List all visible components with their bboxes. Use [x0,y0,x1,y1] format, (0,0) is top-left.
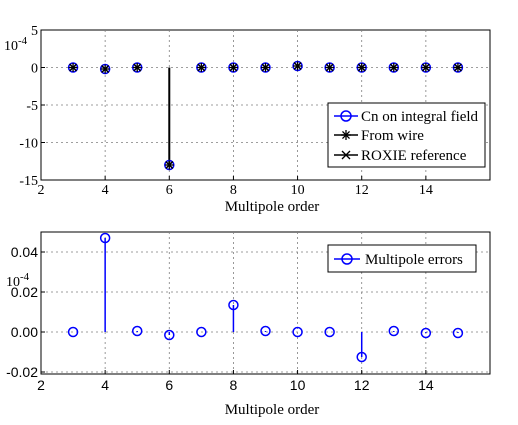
data-point-x [197,63,206,72]
data-point-x [101,65,110,73]
data-point-circle [420,327,432,339]
x-tick-label: 4 [101,377,109,393]
data-point-circle [388,325,400,337]
data-point-circle [131,325,143,337]
chart-bottom-legend: Multipole errors [327,244,477,273]
chart-top-ticks: 2 4 6 8 10 12 14 5 0 -5 -10 -15 [19,24,433,198]
star-marker-shape [341,130,351,140]
data-point-circle [292,326,303,338]
star-marker-icon [341,130,351,140]
chart-bottom-markers [67,232,464,363]
data-point-x [293,62,302,70]
x-marker-icon [341,150,351,160]
x-tick-label: 10 [291,183,305,198]
chart-top-legend: Cn on integral field From wire ROXIE ref… [327,102,486,168]
x-tick-label: 8 [230,183,237,198]
legend-label-from-wire: From wire [361,128,424,144]
data-point-x [421,63,430,72]
y-tick-label: -5 [26,99,38,114]
legend-label-roxie-reference: ROXIE reference [361,148,467,164]
chart-top-x-axis-label: Multipole order [225,199,320,215]
legend-entry-cn-integral-field: Cn on integral field [334,109,479,125]
x-tick-label: 8 [230,377,238,393]
x-tick-label: 14 [419,183,433,198]
data-point-x [357,63,366,72]
data-point-x [261,63,270,72]
legend-entry-multipole-errors: Multipole errors [334,252,463,268]
y-tick-label: 5 [31,24,38,39]
data-point-x [389,63,398,72]
data-point-circle [99,232,111,244]
data-point-circle [164,329,175,341]
x-tick-label: 10 [290,377,306,393]
circle-marker-icon [341,253,353,265]
data-point-circle [324,326,335,338]
y-tick-label: 0.04 [11,244,38,260]
data-point-circle [260,325,271,337]
x-tick-label: 12 [355,183,369,198]
y-tick-label: 0 [31,62,38,77]
data-point-circle [228,299,239,311]
x-tick-label: 2 [38,183,45,198]
data-point-x [453,63,462,72]
data-point-circle [196,326,207,338]
x-tick-label: 14 [418,377,434,393]
chart-bottom: 2 4 6 8 10 12 140.040.020.00-0.02 10-4 Multipo… [6,231,491,418]
y-tick-label: 0.00 [11,324,38,340]
x-tick-label: 6 [166,183,173,198]
legend-entry-roxie-reference: ROXIE reference [334,148,467,164]
data-point-x [165,161,174,169]
y-tick-label: -10 [19,137,38,152]
y-tick-label: -15 [19,174,38,189]
data-point-circle [452,327,464,339]
data-point-circle [67,326,79,338]
data-point-x [229,63,238,72]
legend-label-multipole-errors: Multipole errors [365,252,463,268]
y-tick-label: -0.02 [6,364,38,380]
x-tick-label: 6 [165,377,173,393]
data-point-x [325,63,334,72]
chart-bottom-ticks: 2 4 6 8 10 12 14 0.04 0.02 0.00 -0.02 [6,244,434,393]
data-point-x [133,63,142,72]
legend-label-cn-integral-field: Cn on integral field [361,109,479,125]
chart-bottom-stems [104,238,459,357]
chart-bottom-x-axis-label: Multipole order [225,402,320,418]
chart-top-exponent-label: 10-4 [4,35,28,54]
x-tick-label: 4 [102,183,109,198]
x-marker-shape [341,150,351,160]
data-point-circle [356,351,367,363]
chart-top-markers [67,60,464,171]
y-tick-label: 0.02 [11,284,38,300]
legend-entry-from-wire: From wire [334,128,424,144]
x-tick-label: 12 [354,377,370,393]
x-tick-label: 2 [37,377,45,393]
circle-marker-icon [340,110,352,122]
chart-top: 2 4 6 8 10 12 14 5 0 -5 -10 -15 10-4 Multipole orde… [4,24,491,215]
data-point-x [69,63,78,72]
